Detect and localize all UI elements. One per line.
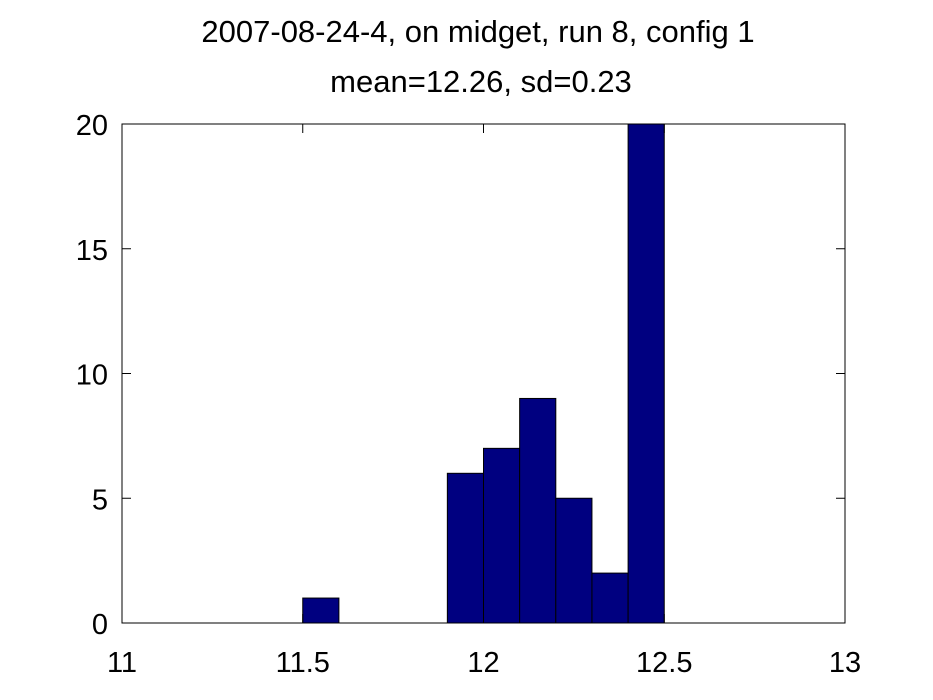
chart-title: 2007-08-24-4, on midget, run 8, config 1 bbox=[201, 14, 754, 49]
histogram-bar bbox=[627, 123, 665, 624]
histogram-bar bbox=[555, 497, 593, 624]
histogram-bar bbox=[302, 597, 340, 624]
bars-group bbox=[302, 123, 665, 624]
histogram-bar bbox=[483, 447, 521, 624]
histogram-bar bbox=[519, 397, 557, 624]
y-tick-label: 5 bbox=[92, 484, 108, 516]
tick-labels-group: 11 11.5 12 12.5 13 0 5 10 15 20 bbox=[76, 110, 861, 679]
x-tick-label: 13 bbox=[829, 647, 861, 679]
y-tick-label: 15 bbox=[76, 235, 108, 267]
histogram-bar bbox=[591, 572, 629, 624]
y-tick-label: 20 bbox=[76, 110, 108, 142]
y-tick-label: 0 bbox=[92, 609, 108, 641]
x-tick-label: 12.5 bbox=[636, 647, 692, 679]
x-tick-label: 11 bbox=[107, 647, 137, 679]
x-tick-label: 12 bbox=[467, 647, 499, 679]
chart-subtitle: mean=12.26, sd=0.23 bbox=[330, 64, 632, 99]
x-tick-label: 11.5 bbox=[276, 647, 330, 679]
ticks-group bbox=[121, 123, 846, 624]
histogram-bar bbox=[446, 472, 485, 624]
y-tick-label: 10 bbox=[76, 360, 108, 392]
